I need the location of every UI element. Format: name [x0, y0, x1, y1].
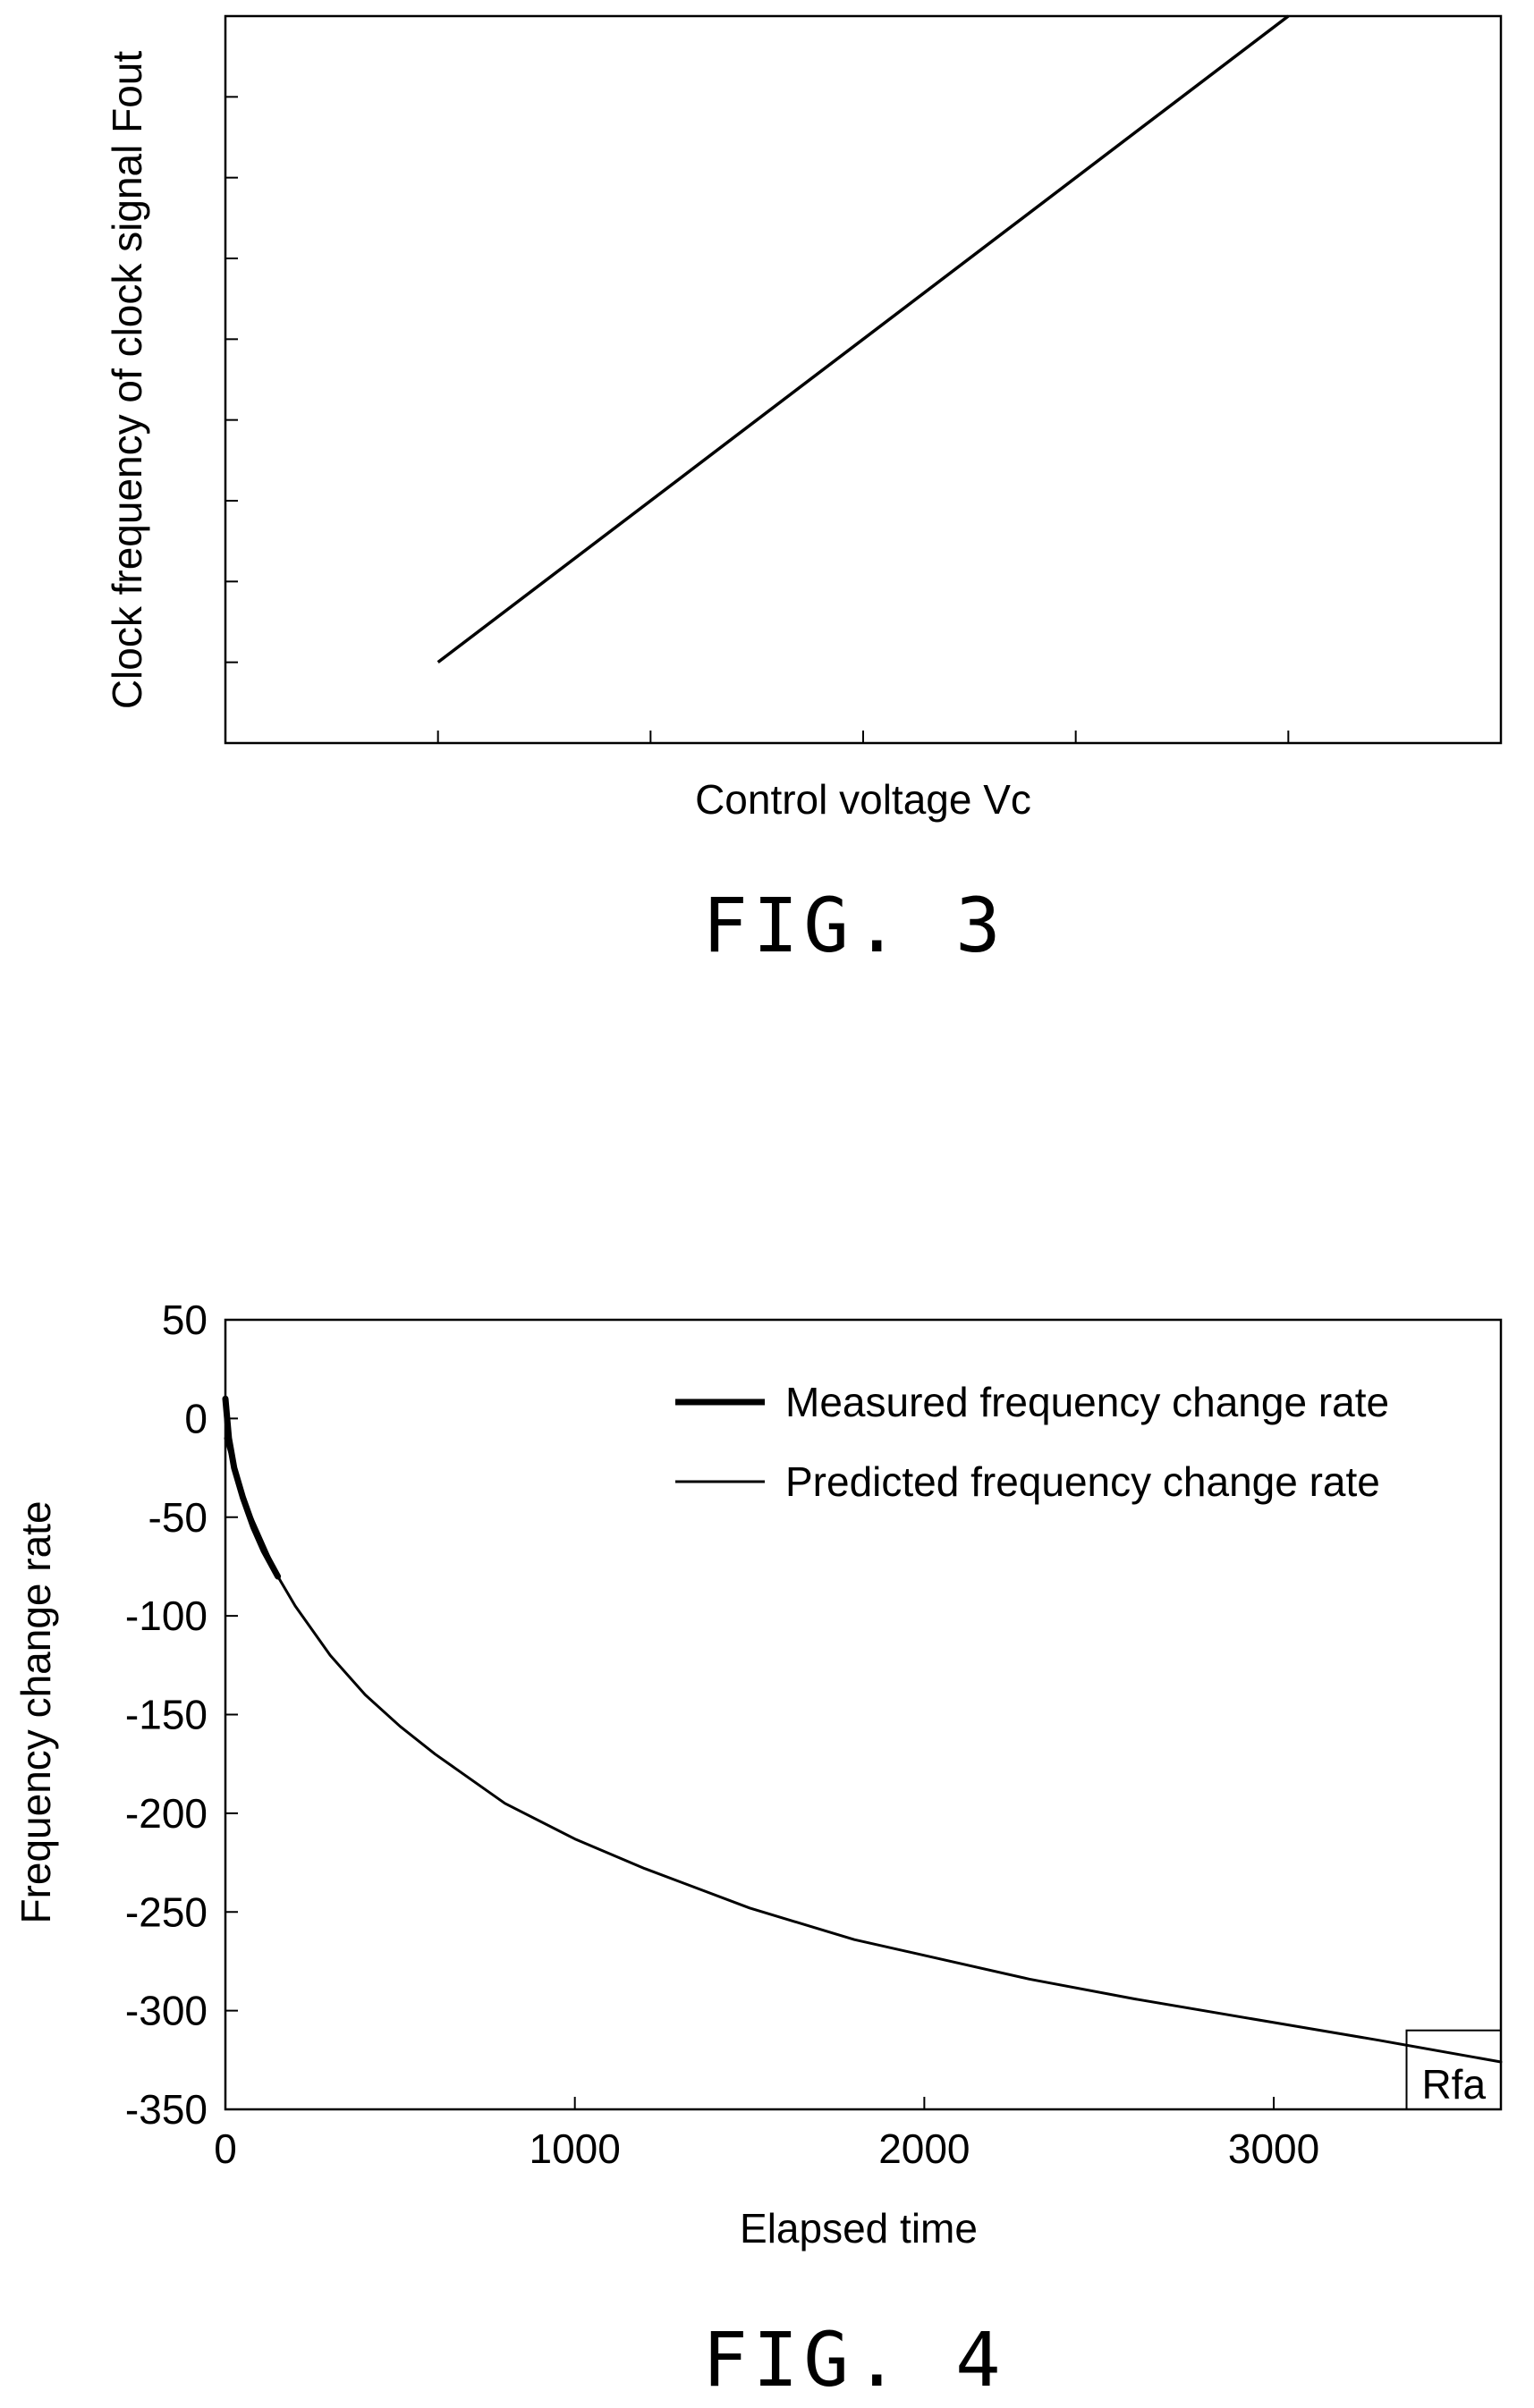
rfa-annotation-box — [1405, 2029, 1502, 2110]
fig4-y-tick-label: -200 — [125, 1790, 208, 1837]
fig4-series-group — [222, 1395, 1503, 2064]
fig4-y-tick-label: 0 — [184, 1395, 208, 1441]
fig3-x-axis-title: Control voltage Vc — [695, 776, 1031, 823]
fig4-x-tick-label: 3000 — [1228, 2125, 1319, 2172]
fig4-plot-frame — [224, 1318, 1503, 2111]
fig3-caption: FIG. 3 — [702, 882, 1005, 969]
fig4-x-tick-label: 1000 — [530, 2125, 621, 2172]
fig3-ticks — [225, 15, 1290, 743]
fig4-y-tick-label: -150 — [125, 1692, 208, 1738]
fig4-y-axis-title: Frequency change rate — [13, 1500, 59, 1923]
fig4-legend: Measured frequency change rate Predicted… — [675, 1379, 1389, 1505]
fig4-y-tick-label: 50 — [162, 1297, 208, 1343]
fig4-y-tick-label: -100 — [125, 1593, 208, 1639]
fig3-chart: Control voltage Vc Clock frequency of cl… — [104, 14, 1503, 969]
fig4-series-predicted — [224, 1437, 1503, 2064]
fig3-plot-frame — [224, 14, 1503, 745]
legend-label-predicted: Predicted frequency change rate — [785, 1458, 1380, 1505]
fig4-x-tick-label: 2000 — [878, 2125, 970, 2172]
fig4-y-tick-label: -250 — [125, 1888, 208, 1935]
fig4-ticks: 0 1000 2000 3000 50 0 -50 -100 -150 -200 -250 -300 -… — [125, 1297, 1319, 2172]
fig4-x-axis-title: Elapsed time — [740, 2205, 978, 2252]
fig4-chart: 0 1000 2000 3000 50 0 -50 -100 -150 -200 -250 -300 -… — [13, 1297, 1503, 2404]
fig3-series-line — [436, 14, 1290, 664]
fig4-x-tick-label: 0 — [214, 2125, 237, 2172]
fig4-series-measured — [222, 1395, 282, 1580]
fig4-caption: FIG. 4 — [702, 2316, 1005, 2404]
fig4-y-tick-label: -300 — [125, 1988, 208, 2034]
fig4-y-tick-label: -50 — [148, 1494, 208, 1541]
legend-label-measured: Measured frequency change rate — [785, 1379, 1389, 1425]
fig3-y-axis-title: Clock frequency of clock signal Fout — [104, 51, 150, 710]
fig4-y-tick-label: -350 — [125, 2086, 208, 2133]
rfa-annotation-label: Rfa — [1421, 2061, 1486, 2108]
